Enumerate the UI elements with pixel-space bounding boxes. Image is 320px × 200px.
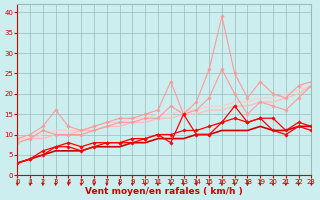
X-axis label: Vent moyen/en rafales ( km/h ): Vent moyen/en rafales ( km/h )	[85, 187, 243, 196]
